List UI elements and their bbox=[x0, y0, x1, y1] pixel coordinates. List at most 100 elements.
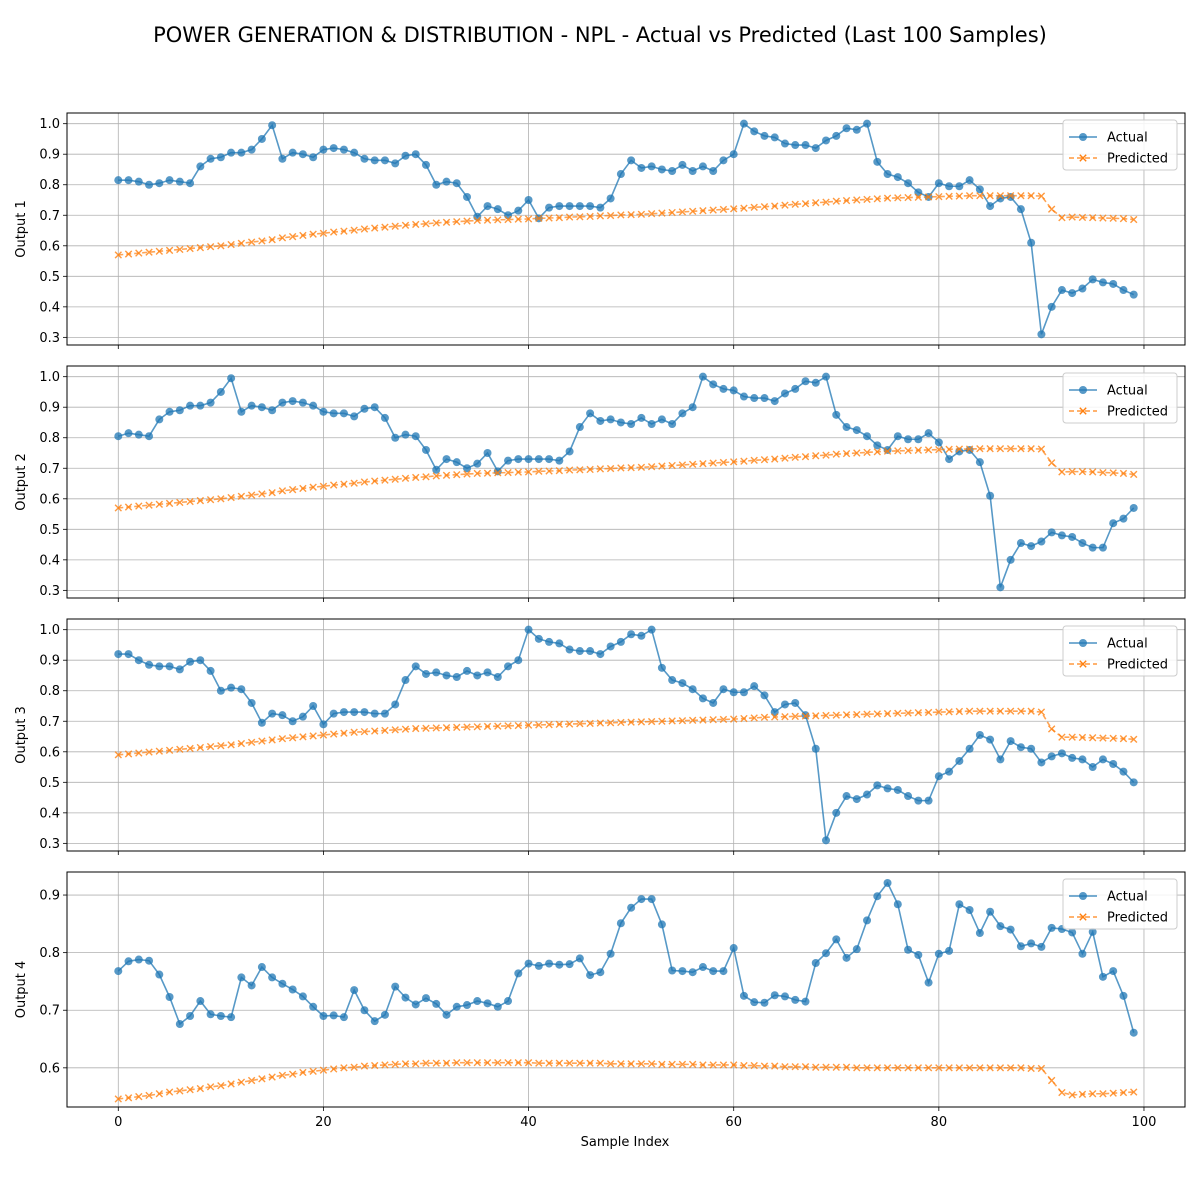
data-point-actual bbox=[770, 397, 779, 406]
data-point-predicted bbox=[945, 192, 953, 201]
data-point-predicted bbox=[319, 1066, 328, 1074]
data-point-actual bbox=[268, 406, 277, 415]
data-point-actual bbox=[504, 456, 513, 465]
subplot-4: 0.6 0.7 0.8 0.9 0 20 40 60 80 100 Output 4 Actual Pr… bbox=[14, 871, 1186, 1130]
y-tick-label: 1.0 bbox=[39, 370, 60, 385]
data-point-actual bbox=[216, 686, 225, 695]
data-point-predicted bbox=[391, 475, 399, 483]
data-point-actual bbox=[893, 432, 902, 441]
data-point-predicted bbox=[842, 196, 851, 205]
data-point-predicted bbox=[135, 749, 143, 757]
data-point-actual bbox=[811, 378, 820, 387]
data-point-actual bbox=[873, 441, 882, 450]
data-point-actual bbox=[380, 413, 389, 422]
data-point-actual bbox=[955, 182, 964, 191]
data-point-predicted bbox=[760, 1062, 769, 1070]
data-point-predicted bbox=[822, 451, 830, 459]
data-point-predicted bbox=[658, 209, 666, 217]
data-point-predicted bbox=[873, 448, 881, 456]
data-point-actual bbox=[904, 435, 913, 444]
data-point-actual bbox=[155, 179, 164, 188]
data-point-predicted bbox=[668, 208, 676, 217]
data-point-actual bbox=[996, 583, 1005, 592]
y-axis-label: Output 3 bbox=[14, 706, 29, 764]
data-point-predicted bbox=[1109, 734, 1117, 743]
data-point-predicted bbox=[258, 1075, 266, 1083]
data-point-predicted bbox=[278, 1071, 287, 1080]
data-point-actual bbox=[647, 895, 656, 904]
legend-box bbox=[1062, 372, 1178, 424]
data-point-predicted bbox=[432, 1059, 440, 1067]
data-point-actual bbox=[1006, 555, 1015, 564]
data-point-predicted bbox=[668, 461, 676, 470]
data-point-predicted bbox=[565, 1059, 574, 1067]
data-point-actual bbox=[698, 694, 707, 703]
data-point-predicted bbox=[535, 1059, 543, 1067]
data-point-predicted bbox=[1047, 205, 1056, 213]
data-point-predicted bbox=[904, 193, 912, 202]
data-point-actual bbox=[206, 398, 215, 407]
data-point-predicted bbox=[832, 450, 840, 458]
data-point-actual bbox=[1078, 284, 1087, 293]
data-point-predicted bbox=[483, 469, 492, 477]
data-point-actual bbox=[155, 662, 164, 671]
data-point-actual bbox=[237, 973, 246, 982]
data-point-predicted bbox=[1119, 214, 1128, 223]
y-tick-label: 0.8 bbox=[39, 178, 60, 193]
data-point-predicted bbox=[196, 743, 205, 752]
data-point-actual bbox=[719, 967, 728, 976]
data-point-predicted bbox=[350, 226, 358, 234]
data-point-actual bbox=[678, 967, 687, 976]
data-point-actual bbox=[1037, 942, 1046, 951]
data-point-actual bbox=[596, 650, 605, 659]
legend-marker-actual bbox=[1079, 133, 1087, 141]
series-predicted bbox=[114, 707, 1138, 759]
data-point-actual bbox=[237, 685, 246, 694]
data-point-actual bbox=[1119, 514, 1128, 523]
data-point-predicted bbox=[422, 1059, 430, 1067]
data-point-actual bbox=[586, 971, 595, 980]
data-point-predicted bbox=[914, 193, 923, 201]
data-point-predicted bbox=[904, 1064, 912, 1072]
data-point-actual bbox=[216, 387, 225, 396]
series-predicted bbox=[114, 1058, 1138, 1103]
data-point-actual bbox=[247, 145, 256, 154]
data-point-predicted bbox=[1068, 213, 1076, 221]
data-point-actual bbox=[596, 416, 605, 425]
data-point-actual bbox=[637, 413, 646, 422]
data-point-actual bbox=[1088, 763, 1097, 772]
data-point-predicted bbox=[842, 1063, 851, 1071]
data-point-actual bbox=[421, 445, 430, 454]
data-point-actual bbox=[739, 392, 748, 401]
data-point-actual bbox=[678, 409, 687, 418]
data-point-actual bbox=[842, 423, 851, 432]
data-point-predicted bbox=[1037, 1064, 1046, 1073]
legend-label-predicted: Predicted bbox=[1107, 911, 1168, 926]
legend-label-actual: Actual bbox=[1107, 637, 1148, 652]
data-point-predicted bbox=[730, 715, 738, 723]
data-point-actual bbox=[514, 455, 523, 464]
data-point-actual bbox=[780, 389, 789, 398]
data-point-predicted bbox=[740, 1061, 748, 1070]
data-point-actual bbox=[288, 397, 297, 406]
axes-frame bbox=[66, 871, 1186, 1108]
data-point-actual bbox=[852, 795, 861, 804]
data-point-actual bbox=[339, 708, 348, 717]
data-point-actual bbox=[811, 959, 820, 968]
data-point-actual bbox=[852, 426, 861, 435]
data-point-predicted bbox=[1017, 707, 1025, 715]
data-point-predicted bbox=[647, 463, 656, 471]
data-point-predicted bbox=[217, 741, 225, 750]
data-point-actual bbox=[1016, 743, 1025, 752]
data-point-predicted bbox=[658, 1060, 666, 1069]
data-point-predicted bbox=[237, 739, 246, 748]
data-point-actual bbox=[350, 708, 359, 717]
data-point-predicted bbox=[596, 1059, 605, 1067]
data-point-predicted bbox=[135, 502, 143, 510]
data-point-predicted bbox=[145, 748, 153, 756]
data-point-predicted bbox=[1027, 445, 1035, 453]
data-point-predicted bbox=[463, 723, 471, 731]
data-point-actual bbox=[811, 144, 820, 153]
data-point-predicted bbox=[453, 470, 461, 479]
data-point-actual bbox=[945, 455, 954, 464]
